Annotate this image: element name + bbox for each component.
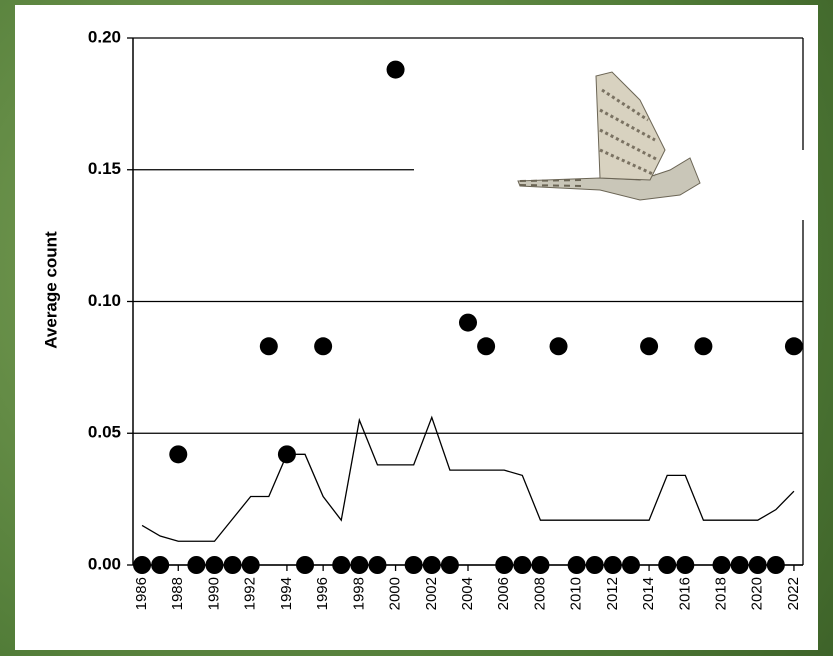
dot — [567, 556, 586, 574]
trend-line — [141, 415, 795, 542]
dot — [495, 556, 514, 574]
dot — [386, 60, 405, 79]
y-tick-label: 0.05 — [88, 423, 121, 442]
x-tick-label: 2000 — [387, 577, 404, 610]
x-tick-label: 1998 — [350, 577, 367, 610]
x-tick-label: 1986 — [133, 577, 150, 610]
x-tick-label: 2008 — [531, 577, 548, 610]
dot — [187, 556, 206, 574]
dot — [477, 337, 496, 356]
dot — [730, 556, 749, 574]
dot — [640, 337, 659, 356]
x-tick-label: 2016 — [676, 577, 693, 610]
x-tick-label: 1994 — [278, 577, 295, 610]
dot — [404, 556, 423, 574]
dot — [658, 556, 677, 574]
bird-illustration — [414, 71, 804, 220]
dot — [694, 337, 713, 356]
dot — [712, 556, 731, 574]
x-tick-label: 2014 — [640, 577, 657, 610]
dot — [296, 556, 315, 574]
y-tick-label: 0.00 — [88, 554, 121, 573]
dot — [350, 556, 369, 574]
dot — [513, 556, 532, 574]
x-tick-label: 2020 — [749, 577, 766, 610]
dot — [332, 556, 351, 574]
dot — [459, 313, 477, 332]
y-tick-label: 0.15 — [88, 159, 121, 178]
dot — [585, 556, 604, 574]
dot — [223, 556, 242, 574]
y-axis-label: Average count — [41, 231, 60, 349]
dot — [368, 556, 387, 574]
x-tick-label: 2004 — [459, 577, 476, 610]
x-tick-label: 2010 — [568, 577, 585, 610]
dot — [314, 337, 333, 356]
dot — [766, 556, 785, 574]
x-tick-label: 2006 — [495, 577, 512, 610]
x-tick-label: 1990 — [205, 577, 222, 610]
dot — [241, 556, 260, 574]
dot — [784, 337, 803, 356]
dot — [133, 556, 152, 574]
x-tick-label: 2012 — [604, 577, 621, 610]
y-tick-label: 0.10 — [88, 291, 121, 310]
x-tick-label: 2022 — [785, 577, 802, 610]
dot — [531, 556, 550, 574]
dot — [169, 445, 188, 464]
dot — [259, 337, 278, 356]
y-tick-label: 0.20 — [88, 27, 121, 46]
x-tick-label: 1992 — [242, 577, 259, 610]
dot — [151, 556, 170, 574]
dot — [549, 337, 568, 356]
x-tick-label: 2018 — [712, 577, 729, 610]
dot — [440, 556, 459, 574]
dot — [422, 556, 441, 574]
x-tick-label: 2002 — [423, 577, 440, 610]
x-tick-label: 1996 — [314, 577, 331, 610]
dot — [205, 556, 224, 574]
dot — [676, 556, 695, 574]
dot — [748, 556, 767, 574]
x-tick-label: 1988 — [169, 577, 186, 610]
dot — [621, 556, 640, 574]
plot-area: 0.00 0.05 0.10 0.15 0.20 1986 1988 1990 1992 1994… — [88, 27, 804, 610]
panel — [15, 5, 818, 650]
dot — [603, 556, 622, 574]
